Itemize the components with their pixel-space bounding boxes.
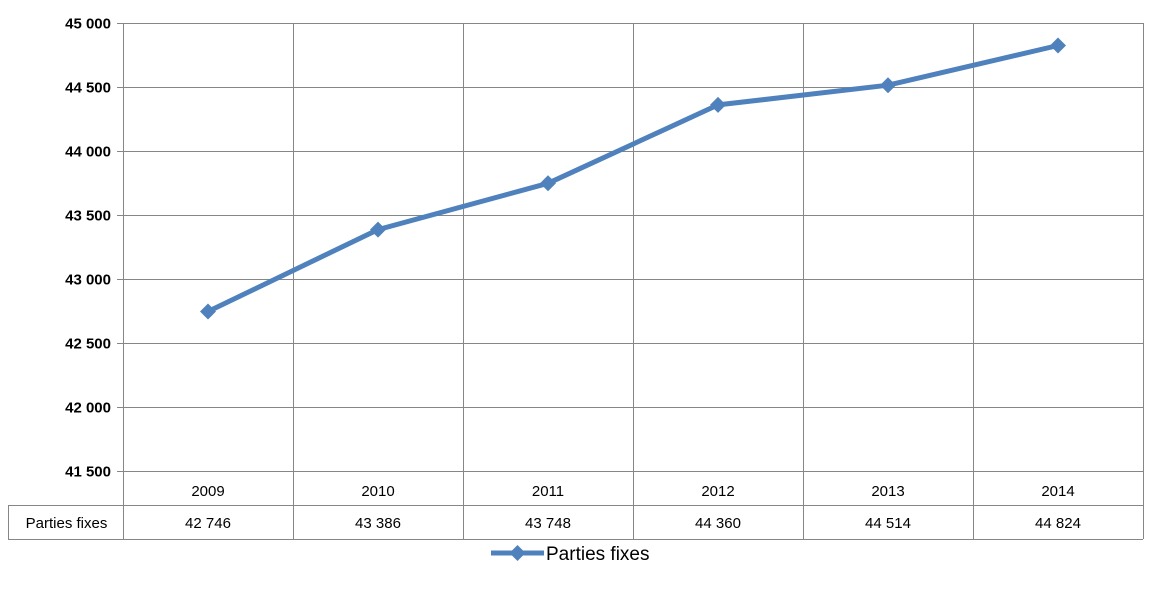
y-tick-label: 44 500 [65, 80, 111, 97]
legend-marker [509, 545, 526, 561]
data-point [200, 303, 216, 320]
table-value-cell: 42 746 [185, 515, 231, 532]
series-parties-fixes [200, 37, 1066, 320]
y-tick-label: 42 000 [65, 400, 111, 417]
table-value-cell: 44 824 [1035, 515, 1081, 532]
table-value-cell: 43 748 [525, 515, 571, 532]
series-line [205, 43, 1061, 314]
y-tick-label: 45 000 [65, 16, 111, 33]
table-value-cell: 44 514 [865, 515, 911, 532]
table-series-name: Parties fixes [26, 515, 108, 532]
legend: Parties fixes [491, 544, 649, 565]
x-category-label: 2009 [191, 483, 224, 500]
gridlines [117, 23, 1144, 539]
y-tick-label: 44 000 [65, 144, 111, 161]
data-point [540, 175, 556, 192]
y-tick-label: 42 500 [65, 336, 111, 353]
y-tick-label: 41 500 [65, 464, 111, 481]
data-point [1050, 37, 1066, 54]
y-axis: 41 500 42 000 42 500 43 000 43 500 44 000 44 5… [65, 16, 111, 481]
y-tick-label: 43 500 [65, 208, 111, 225]
data-table: 2009 2010 2011 2012 2013 2014 Parties fixes 42 … [8, 483, 1143, 540]
x-category-label: 2010 [361, 483, 394, 500]
data-point [370, 221, 386, 238]
x-category-label: 2013 [871, 483, 904, 500]
x-category-label: 2012 [701, 483, 734, 500]
x-category-label: 2011 [532, 483, 564, 500]
data-point [710, 96, 726, 113]
table-value-cell: 44 360 [695, 515, 741, 532]
x-category-label: 2014 [1041, 483, 1074, 500]
y-tick-label: 43 000 [65, 272, 111, 289]
legend-label: Parties fixes [546, 544, 649, 565]
data-point [880, 77, 896, 94]
table-value-cell: 43 386 [355, 515, 401, 532]
